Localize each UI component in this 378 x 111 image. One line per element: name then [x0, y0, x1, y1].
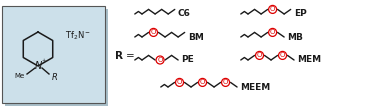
Text: O: O [151, 29, 156, 35]
Circle shape [175, 78, 183, 86]
Text: PE: PE [181, 56, 194, 64]
Circle shape [222, 78, 229, 86]
Text: O: O [257, 52, 262, 58]
Circle shape [256, 51, 263, 59]
Circle shape [269, 28, 277, 36]
Text: O: O [223, 79, 228, 85]
Text: MEEM: MEEM [240, 82, 270, 91]
Text: C6: C6 [178, 10, 191, 19]
Text: $N$: $N$ [34, 59, 43, 71]
Circle shape [156, 56, 164, 64]
Text: $R$: $R$ [51, 70, 58, 81]
Text: O: O [177, 79, 182, 85]
Circle shape [269, 5, 277, 13]
Text: O: O [157, 57, 163, 63]
FancyBboxPatch shape [2, 6, 105, 103]
Text: $\mathbf{R}$ =: $\mathbf{R}$ = [114, 49, 135, 61]
Text: O: O [280, 52, 285, 58]
Circle shape [198, 78, 206, 86]
Text: MEM: MEM [297, 56, 321, 64]
Text: BM: BM [188, 33, 204, 42]
Text: Tf$_2$N$^-$: Tf$_2$N$^-$ [65, 30, 91, 42]
Text: O: O [270, 29, 275, 35]
FancyBboxPatch shape [5, 9, 108, 106]
Text: O: O [200, 79, 205, 85]
Circle shape [150, 28, 158, 36]
Text: $^+$: $^+$ [40, 59, 46, 65]
Text: O: O [270, 6, 275, 12]
Text: Me: Me [15, 73, 25, 79]
Text: EP: EP [294, 10, 307, 19]
Circle shape [279, 51, 287, 59]
Text: MB: MB [287, 33, 303, 42]
